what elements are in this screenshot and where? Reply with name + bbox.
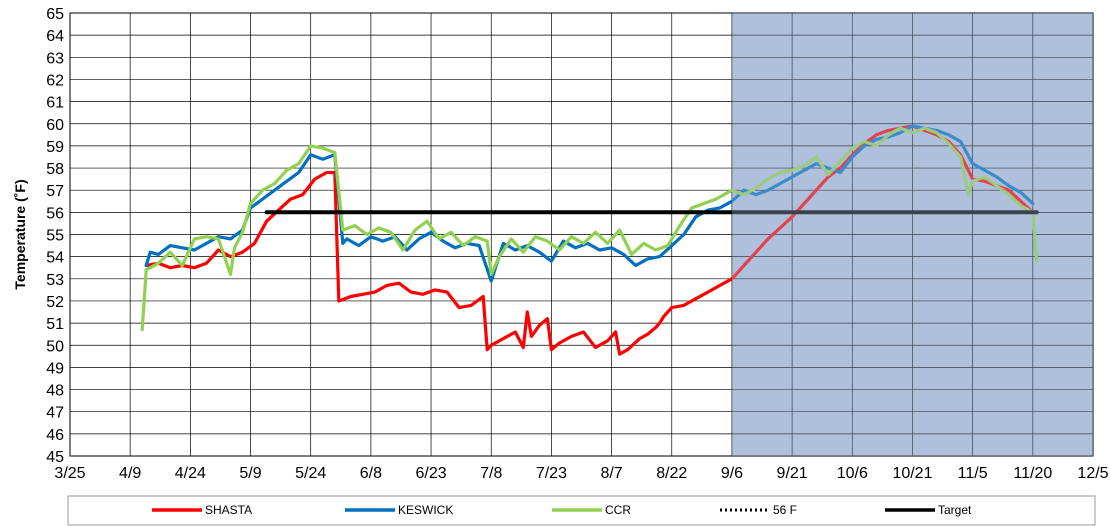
y-axis-title: Temperature (˚F) — [12, 179, 28, 289]
x-tick-label: 5/9 — [239, 465, 261, 482]
legend-label: CCR — [605, 503, 631, 517]
y-tick-label: 64 — [46, 28, 64, 45]
y-tick-label: 54 — [46, 250, 64, 267]
y-tick-label: 62 — [46, 72, 64, 89]
gridlines — [69, 12, 1094, 457]
y-tick-label: 53 — [46, 272, 64, 289]
y-tick-label: 52 — [46, 294, 64, 311]
series-lines — [140, 13, 1093, 456]
y-tick-label: 57 — [46, 183, 64, 200]
x-tick-label: 6/8 — [360, 465, 382, 482]
legend: SHASTA KESWICK CCR 56 F Target — [67, 495, 1096, 526]
x-tick-label: 10/21 — [892, 465, 932, 482]
plot-area-border — [69, 12, 1094, 457]
y-tick-label: 65 — [46, 6, 64, 23]
x-tick-label: 6/23 — [415, 465, 446, 482]
x-tick-label: 7/23 — [536, 465, 567, 482]
series-line-ccr — [140, 126, 1039, 332]
x-tick-label: 11/20 — [1013, 465, 1052, 482]
x-tick-label: 12/5 — [1077, 465, 1108, 482]
x-tick-label: 9/21 — [777, 465, 808, 482]
x-tick-label: 5/24 — [295, 465, 326, 482]
y-tick-label: 49 — [46, 360, 64, 377]
y-tick-labels: 45 46 47 48 49 50 51 52 53 54 55 56 57 58 59 60 61 62 63 64… — [46, 6, 64, 466]
y-tick-label: 61 — [46, 95, 64, 112]
y-tick-label: 58 — [46, 161, 64, 178]
y-tick-label: 48 — [46, 383, 64, 400]
x-tick-label: 8/7 — [600, 465, 622, 482]
x-tick-label: 4/24 — [175, 465, 206, 482]
y-tick-label: 46 — [46, 427, 64, 444]
shaded-overlay — [731, 13, 1093, 456]
x-tick-labels: 3/25 4/9 4/24 5/9 5/24 6/8 6/23 7/8 7/23 8/7 8/22 9… — [54, 465, 1108, 482]
y-tick-label: 50 — [46, 338, 64, 355]
y-tick-label: 51 — [46, 316, 64, 333]
series-line-keswick — [144, 124, 1035, 283]
x-tick-label: 10/6 — [837, 465, 868, 482]
legend-label: 56 F — [773, 503, 797, 517]
legend-label: KESWICK — [398, 503, 453, 517]
y-tick-label: 47 — [46, 405, 64, 422]
x-tick-label: 4/9 — [119, 465, 141, 482]
y-tick-label: 55 — [46, 228, 64, 245]
x-tick-label: 11/5 — [958, 465, 988, 482]
y-tick-label: 45 — [46, 449, 64, 466]
x-tick-label: 8/22 — [656, 465, 687, 482]
y-tick-label: 56 — [46, 205, 64, 222]
x-tick-label: 7/8 — [480, 465, 502, 482]
x-tick-label: 3/25 — [54, 465, 85, 482]
x-tick-label: 9/6 — [721, 465, 743, 482]
legend-label: SHASTA — [205, 503, 252, 517]
legend-label: Target — [938, 503, 972, 517]
y-tick-label: 63 — [46, 50, 64, 67]
y-tick-label: 59 — [46, 139, 64, 156]
y-tick-label: 60 — [46, 117, 64, 134]
